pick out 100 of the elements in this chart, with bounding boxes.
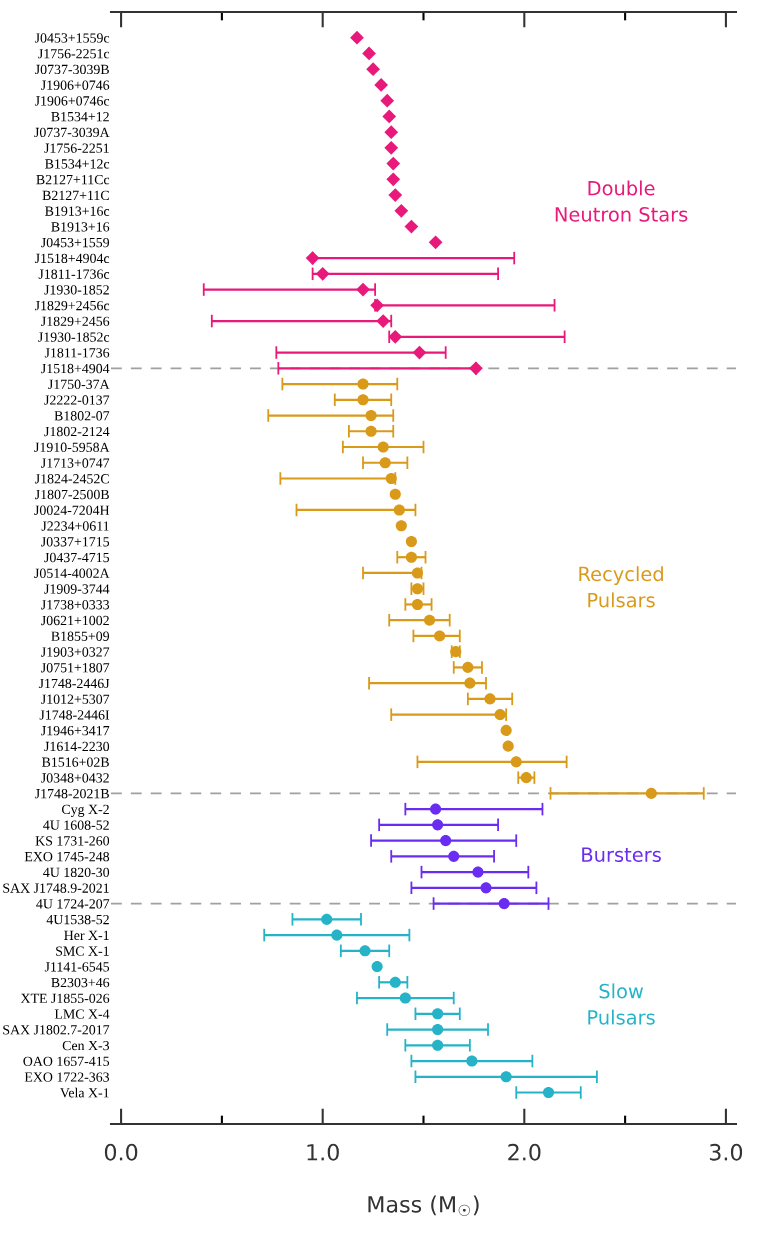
point (469, 361, 483, 376)
y-tick-label: J1748-2446I (39, 710, 110, 720)
y-tick-label: J0337+1715 (41, 537, 110, 547)
y-tick-label: Cen X-3 (62, 1040, 110, 1051)
point (376, 314, 391, 328)
point (393, 504, 405, 516)
y-tick-label: J1930-1852 (44, 285, 109, 295)
point (432, 819, 444, 831)
y-tick-label: B1534+12 (51, 112, 109, 122)
point (432, 1023, 444, 1036)
point (388, 329, 403, 344)
text: Double Neutron Stars (555, 180, 688, 222)
y-tick-label: B1913+16 (51, 222, 110, 232)
y-tick-label: J1518+4904 (41, 363, 110, 374)
x-tick-label: 3.0 (709, 1143, 743, 1161)
point (484, 693, 496, 705)
point (394, 203, 409, 218)
point (380, 93, 395, 108)
point (405, 551, 417, 563)
y-tick-label: J1903+0327 (41, 647, 110, 657)
point (357, 394, 369, 406)
y-tick-label: J0453+1559 (41, 237, 110, 248)
point (404, 219, 419, 234)
y-tick-label: Vela X-1 (60, 1087, 109, 1098)
y-tick-label: J1906+0746 (41, 80, 110, 90)
y-tick-label: B1855+09 (51, 631, 110, 641)
point (423, 614, 436, 626)
point (366, 62, 380, 77)
y-tick-label: B2127+11C (42, 190, 109, 201)
y-tick-label: J1518+4904c (34, 253, 110, 264)
y-tick-label: 4U1538-52 (46, 914, 109, 925)
y-tick-label: EXO 1722-363 (24, 1072, 110, 1082)
point (502, 740, 514, 752)
point (371, 961, 383, 973)
y-tick-label: J1750-37A (48, 379, 110, 389)
text: Bursters (582, 847, 661, 862)
point (382, 109, 397, 124)
point (362, 46, 376, 61)
point (464, 677, 476, 689)
y-tick-label: J1738+0333 (41, 600, 110, 610)
text: Recycled Pulsars (579, 566, 663, 608)
point (350, 30, 364, 45)
x-axis-title: Mass (M$_{☉}$) (368, 1195, 479, 1217)
point (395, 520, 407, 532)
point (386, 172, 401, 187)
y-tick-label: J1141-6545 (44, 962, 110, 972)
y-tick-label: J0737-3039A (34, 127, 110, 138)
y-tick-label: J1748-2446J (38, 678, 110, 689)
y-tick-label: J1807-2500B (35, 489, 109, 500)
point (480, 882, 492, 894)
y-tick-label: J0348+0432 (41, 773, 109, 783)
point (520, 772, 532, 784)
y-tick-label: J1012+5307 (41, 694, 110, 704)
y-tick-label: J1748-2021B (35, 788, 109, 799)
y-tick-label: J1906+0746c (34, 96, 110, 106)
point (399, 992, 411, 1004)
point (389, 976, 401, 988)
y-tick-label: J1930-1852c (38, 332, 110, 342)
y-tick-label: OAO 1657-415 (23, 1056, 110, 1066)
point (472, 866, 484, 878)
x-tick-label: 0.0 (104, 1143, 138, 1161)
y-tick-label: SAX J1748.9-2021 (3, 883, 109, 893)
y-tick-label: B1802-07 (54, 411, 110, 421)
point (365, 425, 377, 437)
point (434, 630, 446, 642)
point (379, 457, 391, 469)
y-tick-label: LMC X-4 (54, 1009, 110, 1019)
point (315, 266, 330, 281)
point (357, 378, 369, 390)
y-tick-label: Her X-1 (64, 930, 109, 941)
point (500, 1071, 512, 1083)
point (384, 141, 399, 155)
point (432, 1008, 444, 1020)
y-tick-label: J1802-2124 (44, 426, 110, 437)
y-tick-label: Cyg X-2 (61, 804, 109, 817)
y-tick-label: J1811-1736c (38, 269, 110, 279)
point (462, 661, 474, 673)
point (411, 598, 424, 610)
y-tick-label: J1909-3744 (44, 584, 110, 594)
y-tick-label: B2127+11Cc (36, 174, 110, 185)
point (389, 488, 401, 500)
x-tick-label: 1.0 (307, 1143, 339, 1161)
point (359, 945, 371, 957)
point (510, 756, 522, 768)
point (365, 409, 377, 422)
point (432, 1039, 444, 1051)
y-tick-label: B2303+46 (51, 977, 110, 988)
y-tick-label: J1824-2452C (35, 474, 109, 484)
point (388, 188, 403, 202)
y-tick-label: B1913+16c (45, 206, 110, 216)
point (331, 929, 343, 941)
point (411, 567, 424, 579)
y-tick-label: J1713+0747 (41, 458, 110, 468)
y-tick-label: J1946+3417 (41, 726, 110, 736)
point (498, 898, 510, 910)
point (374, 78, 389, 92)
y-tick-label: J1756-2251 (44, 143, 109, 153)
point (440, 835, 452, 847)
y-tick-label: EXO 1745-248 (24, 851, 110, 862)
y-tick-label: J0453+1559c (34, 33, 110, 43)
